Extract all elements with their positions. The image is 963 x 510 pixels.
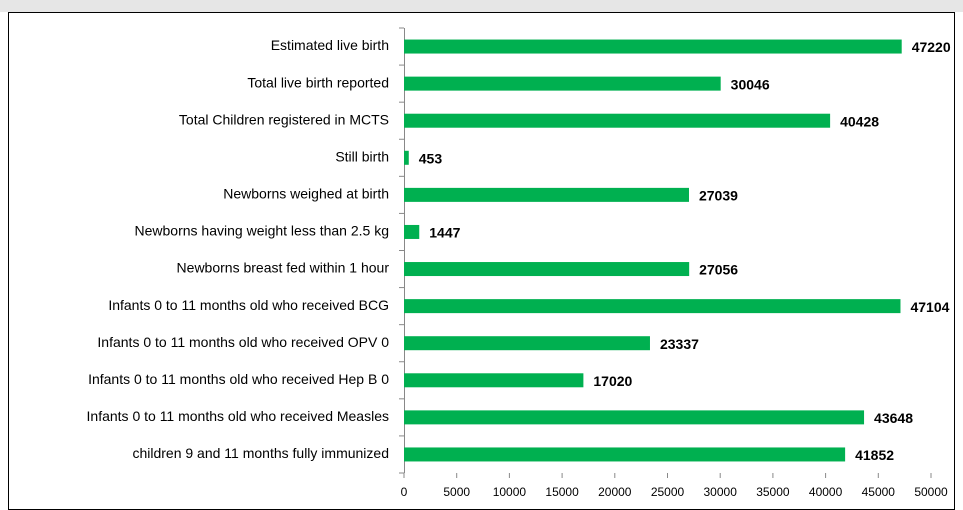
value-label: 40428 xyxy=(840,113,879,129)
bar xyxy=(404,150,409,165)
y-tick-label: Newborns having weight less than 2.5 kg xyxy=(135,223,389,239)
x-tick-label: 45000 xyxy=(862,485,896,499)
value-label: 453 xyxy=(419,150,443,166)
y-tick-label: Total Children registered in MCTS xyxy=(179,111,389,127)
x-tick-label: 50000 xyxy=(914,485,948,499)
y-tick-label: Infants 0 to 11 months old who received … xyxy=(87,408,389,424)
chart-frame xyxy=(8,12,955,510)
value-label: 47220 xyxy=(912,39,951,55)
bar xyxy=(404,410,865,425)
value-label: 1447 xyxy=(429,225,460,241)
bar xyxy=(404,447,846,462)
value-label: 27056 xyxy=(699,262,738,278)
bar xyxy=(404,299,901,314)
y-tick-label: Infants 0 to 11 months old who received … xyxy=(108,297,389,313)
value-label: 43648 xyxy=(874,410,913,426)
value-label: 27039 xyxy=(699,188,738,204)
x-tick-label: 15000 xyxy=(545,485,579,499)
y-tick-label: Infants 0 to 11 months old who received … xyxy=(88,371,389,387)
bar xyxy=(404,336,650,351)
y-tick-label: Infants 0 to 11 months old who received … xyxy=(97,334,389,350)
bar xyxy=(404,187,689,202)
y-tick-label: children 9 and 11 months fully immunized xyxy=(132,445,389,461)
x-tick-label: 5000 xyxy=(443,485,470,499)
x-tick-label: 20000 xyxy=(598,485,632,499)
x-tick-label: 10000 xyxy=(493,485,527,499)
value-label: 17020 xyxy=(593,373,632,389)
bar xyxy=(404,113,831,128)
bar xyxy=(404,262,690,277)
value-label: 30046 xyxy=(731,76,770,92)
x-tick-label: 40000 xyxy=(809,485,843,499)
value-label: 23337 xyxy=(660,336,699,352)
x-tick-label: 0 xyxy=(401,485,408,499)
value-label: 47104 xyxy=(910,299,949,315)
bar xyxy=(404,224,420,239)
bar xyxy=(404,373,584,388)
y-tick-label: Newborns weighed at birth xyxy=(223,186,389,202)
y-tick-label: Total live birth reported xyxy=(247,74,389,90)
value-label: 41852 xyxy=(855,447,894,463)
y-tick-label: Estimated live birth xyxy=(271,37,389,53)
bar xyxy=(404,76,721,91)
x-tick-label: 35000 xyxy=(756,485,790,499)
y-tick-label: Still birth xyxy=(335,148,389,164)
top-band xyxy=(0,0,963,12)
y-tick-label: Newborns breast fed within 1 hour xyxy=(177,260,390,276)
x-tick-label: 30000 xyxy=(704,485,738,499)
bar xyxy=(404,39,902,54)
x-tick-label: 25000 xyxy=(651,485,685,499)
